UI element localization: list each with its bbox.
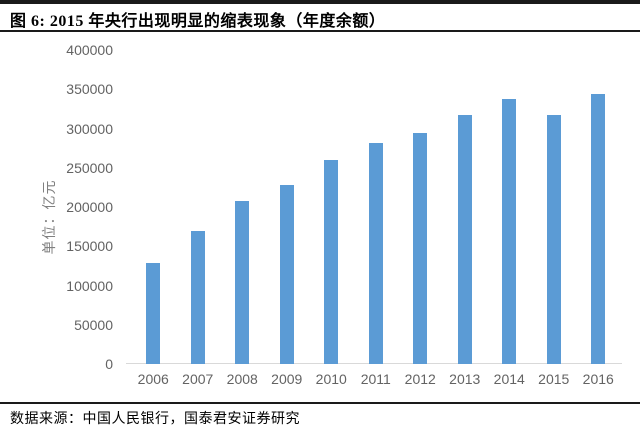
top-divider xyxy=(0,0,640,4)
x-tick-label-2006: 2006 xyxy=(137,371,169,387)
figure-title: 图 6: 2015 年央行出现明显的缩表现象（年度余额） xyxy=(10,13,386,30)
bar-2010 xyxy=(324,160,339,364)
x-tick-label-2015: 2015 xyxy=(538,371,570,387)
bar-2014 xyxy=(502,98,517,364)
data-source-note: 数据来源：中国人民银行，国泰君安证券研究 xyxy=(10,412,300,427)
y-tick-label-400000: 400000 xyxy=(66,42,113,58)
y-tick-label-0: 0 xyxy=(105,356,113,372)
y-tick-label-150000: 150000 xyxy=(66,238,113,255)
x-tick-label-2012: 2012 xyxy=(404,371,436,387)
bar-2015 xyxy=(546,114,561,364)
bar-2016 xyxy=(591,94,606,364)
x-tick-label-2007: 2007 xyxy=(182,371,214,387)
bar-2013 xyxy=(457,114,472,364)
bar-2008 xyxy=(235,201,250,364)
y-tick-label-250000: 250000 xyxy=(66,159,113,176)
x-tick-label-2010: 2010 xyxy=(315,371,347,387)
y-tick-label-300000: 300000 xyxy=(66,120,113,137)
footer-divider xyxy=(0,402,640,404)
x-tick-label-2014: 2014 xyxy=(493,371,525,387)
bar-2007 xyxy=(190,231,205,364)
bar-2012 xyxy=(413,132,428,364)
bar-2009 xyxy=(279,185,294,364)
x-tick-label-2009: 2009 xyxy=(271,371,303,387)
y-tick-label-50000: 50000 xyxy=(74,316,113,333)
x-tick-label-2008: 2008 xyxy=(226,371,258,387)
x-tick-label-2013: 2013 xyxy=(449,371,481,387)
bar-2006 xyxy=(146,263,161,364)
x-tick-label-2011: 2011 xyxy=(360,371,391,387)
y-tick-label-350000: 350000 xyxy=(66,81,113,98)
x-tick-label-2016: 2016 xyxy=(582,371,614,387)
title-divider xyxy=(0,30,640,32)
y-tick-label-100000: 100000 xyxy=(66,277,113,294)
bar-2011 xyxy=(368,143,383,364)
y-axis-title: 单位：亿元 xyxy=(43,179,58,255)
y-tick-label-200000: 200000 xyxy=(66,199,113,215)
